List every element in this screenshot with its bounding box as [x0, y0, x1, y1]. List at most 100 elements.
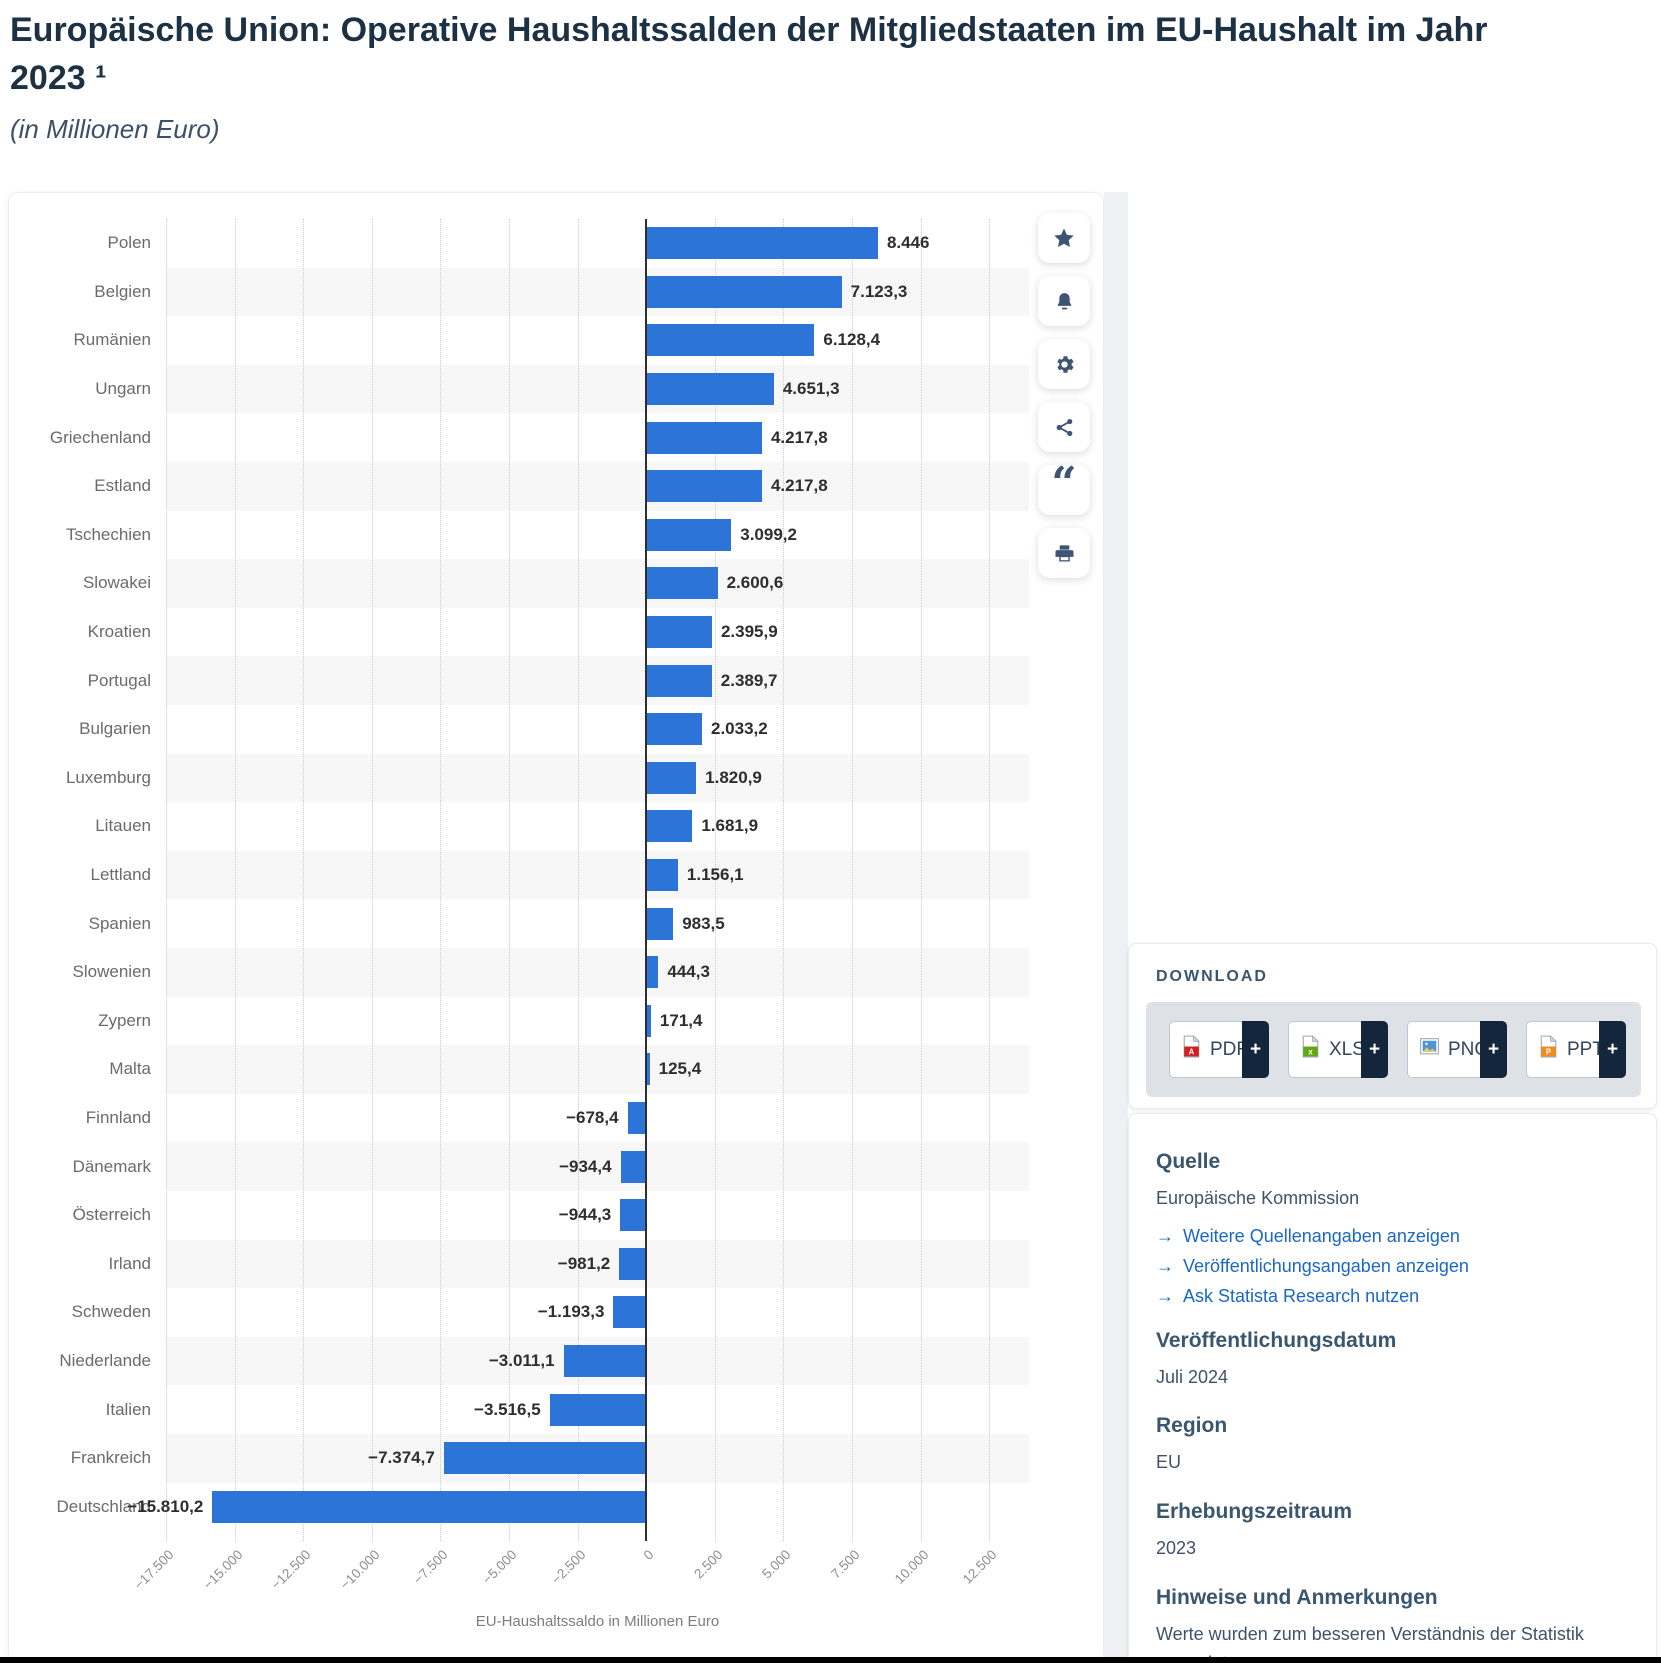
chart-row: Tschechien 3.099,2: [9, 511, 1105, 560]
bar: [646, 810, 693, 843]
printer-icon: [1053, 542, 1076, 565]
source-link[interactable]: → Veröffentlichungsangaben anzeigen: [1156, 1256, 1626, 1277]
category-label: Kroatien: [87, 622, 151, 642]
category-label: Polen: [107, 233, 151, 253]
value-label: −944,3: [558, 1205, 612, 1225]
category-label: Belgien: [94, 281, 151, 301]
row-stripe: [166, 462, 1029, 511]
value-label: 4.217,8: [770, 476, 828, 496]
download-png-button[interactable]: PNG +: [1407, 1021, 1507, 1078]
download-xls-button[interactable]: x XLS +: [1288, 1021, 1388, 1078]
region-heading: Region: [1156, 1414, 1228, 1438]
category-label: Zypern: [98, 1010, 151, 1030]
row-stripe: [166, 559, 1029, 608]
download-ppt-button[interactable]: P PPT +: [1526, 1021, 1626, 1078]
bar: [549, 1393, 647, 1426]
category-label: Italien: [105, 1399, 151, 1419]
print-button[interactable]: [1038, 528, 1090, 578]
chart-row: Ungarn 4.651,3: [9, 364, 1105, 414]
category-label: Luxemburg: [65, 767, 151, 787]
share-icon: [1053, 416, 1076, 439]
star-icon: [1052, 226, 1076, 250]
value-label: 8.446: [886, 233, 930, 253]
value-label: −3.516,5: [474, 1399, 541, 1419]
bar: [646, 664, 712, 697]
source-link-label: Weitere Quellenangaben anzeigen: [1183, 1225, 1460, 1246]
chart-row: Österreich −944,3: [9, 1191, 1105, 1240]
chart-row: Italien −3.516,5: [9, 1385, 1105, 1434]
chart-row: Malta 125,4: [9, 1045, 1105, 1094]
bar: [646, 227, 878, 260]
value-label: 1.820,9: [705, 767, 762, 787]
gridline: [577, 219, 579, 1541]
zero-line: [645, 219, 648, 1541]
alerts-button[interactable]: [1038, 276, 1090, 326]
download-button-label: PPT: [1567, 1038, 1604, 1060]
bar: [646, 324, 815, 357]
plus-icon: +: [1480, 1021, 1507, 1078]
favorite-button[interactable]: [1038, 213, 1090, 263]
chart-row: Irland −981,2: [9, 1239, 1105, 1289]
pdf-file-icon: A: [1179, 1034, 1204, 1065]
category-label: Spanien: [88, 913, 151, 933]
svg-text:P: P: [1546, 1047, 1551, 1056]
screen-bottom-edge: [0, 1657, 1661, 1663]
value-label: 2.033,2: [710, 719, 768, 739]
gridline: [783, 219, 785, 1541]
value-label: −981,2: [557, 1253, 611, 1273]
chart-row: Estland 4.217,8: [9, 462, 1105, 511]
bar: [620, 1150, 647, 1183]
source-link[interactable]: → Weitere Quellenangaben anzeigen: [1156, 1226, 1626, 1247]
row-stripe: [166, 364, 1029, 414]
bar: [443, 1442, 647, 1475]
bar: [646, 1004, 651, 1037]
bar: [646, 421, 762, 454]
category-label: Irland: [108, 1253, 151, 1273]
quote-icon: “: [1051, 458, 1077, 509]
settings-button[interactable]: [1038, 339, 1090, 389]
value-label: 4.651,3: [782, 379, 840, 399]
plus-icon: +: [1242, 1021, 1269, 1078]
cite-button[interactable]: “: [1038, 458, 1090, 515]
chart-row: Dänemark −934,4: [9, 1142, 1105, 1191]
value-label: 3.099,2: [740, 524, 797, 544]
source-heading: Quelle: [1156, 1150, 1221, 1173]
arrow-right-icon: →: [1156, 1255, 1174, 1276]
value-label: −1.193,3: [537, 1302, 605, 1322]
category-label: Ungarn: [95, 379, 151, 399]
category-label: Rumänien: [73, 330, 152, 350]
gridline: [852, 219, 853, 1541]
chart-row: Spanien 983,5: [9, 899, 1105, 948]
period-value: 2023: [1156, 1538, 1197, 1559]
gridline: [989, 219, 991, 1541]
value-label: 2.600,6: [726, 573, 784, 593]
bar: [619, 1247, 647, 1280]
category-label: Lettland: [90, 865, 152, 885]
download-pdf-button[interactable]: A PDF +: [1169, 1021, 1269, 1078]
row-stripe: [166, 753, 1029, 803]
value-label: 125,4: [658, 1059, 702, 1079]
notes-heading: Hinweise und Anmerkungen: [1156, 1585, 1438, 1609]
value-label: −934,4: [559, 1156, 612, 1176]
plus-icon: +: [1361, 1021, 1388, 1078]
category-label: Estland: [94, 476, 151, 496]
source-link[interactable]: → Ask Statista Research nutzen: [1156, 1286, 1626, 1307]
download-button-label: PNG: [1448, 1038, 1490, 1060]
category-label: Litauen: [95, 816, 151, 836]
share-button[interactable]: [1038, 402, 1090, 452]
gridline: [509, 219, 510, 1541]
chart-row: Slowenien 444,3: [9, 948, 1105, 997]
download-panel: DOWNLOAD A PDF + x XLS + PNG + P PPT +: [1128, 943, 1657, 1109]
chart-row: Kroatien 2.395,9: [9, 608, 1105, 657]
category-label: Bulgarien: [79, 719, 151, 739]
row-stripe: [166, 1142, 1029, 1191]
category-label: Slowenien: [72, 962, 151, 982]
gear-icon: [1053, 353, 1076, 376]
value-label: −7.374,7: [368, 1448, 435, 1468]
pub-date-value: Juli 2024: [1156, 1366, 1229, 1387]
category-label: Dänemark: [72, 1156, 151, 1176]
category-label: Schweden: [71, 1302, 151, 1322]
source-name: Europäische Kommission: [1156, 1188, 1360, 1208]
row-stripe: [166, 1045, 1029, 1094]
row-stripe: [166, 1239, 1029, 1289]
